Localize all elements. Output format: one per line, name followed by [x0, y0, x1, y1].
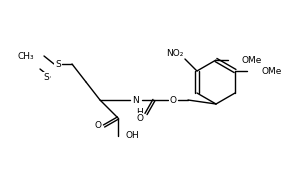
Text: O: O: [170, 95, 176, 105]
Text: H: H: [136, 107, 143, 117]
Text: O: O: [94, 122, 102, 130]
Text: O: O: [136, 114, 144, 122]
Text: OMe: OMe: [261, 66, 281, 75]
Text: OMe: OMe: [242, 56, 262, 65]
Text: S: S: [43, 73, 49, 82]
Text: N: N: [133, 95, 139, 105]
Text: CH₃: CH₃: [17, 51, 34, 60]
Text: OH: OH: [126, 132, 140, 140]
Text: S: S: [55, 60, 61, 68]
Text: NO₂: NO₂: [166, 48, 184, 58]
